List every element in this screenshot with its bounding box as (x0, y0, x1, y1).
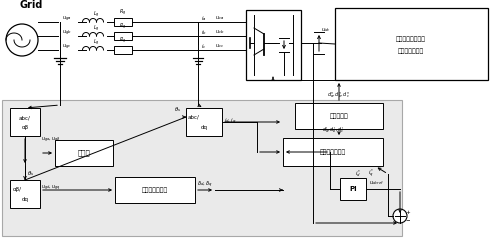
FancyBboxPatch shape (295, 103, 383, 129)
Text: $u_{gc}$: $u_{gc}$ (62, 42, 72, 52)
Circle shape (393, 209, 407, 223)
Text: Grid: Grid (19, 0, 42, 10)
Text: abc/: abc/ (188, 114, 200, 120)
Text: dq: dq (201, 126, 208, 130)
Text: 价值函数最小化: 价值函数最小化 (320, 149, 346, 155)
Circle shape (6, 24, 38, 56)
Text: $θ_s$: $θ_s$ (174, 106, 181, 114)
Text: $u_{dc}$: $u_{dc}$ (321, 26, 331, 34)
FancyBboxPatch shape (114, 32, 132, 40)
FancyBboxPatch shape (10, 108, 40, 136)
Text: $d_a'',d_b'',d_c''$: $d_a'',d_b'',d_c''$ (327, 90, 351, 100)
FancyBboxPatch shape (115, 177, 195, 203)
Text: +: + (405, 209, 410, 214)
Text: $u_{dcref}$: $u_{dcref}$ (369, 179, 384, 187)
FancyBboxPatch shape (2, 100, 402, 236)
Text: PI: PI (349, 186, 357, 192)
Text: abc/: abc/ (19, 115, 31, 120)
Text: $d_a',d_b',d_c'$: $d_a',d_b',d_c'$ (322, 125, 344, 135)
FancyBboxPatch shape (283, 138, 383, 166)
Text: $R_g$: $R_g$ (119, 8, 127, 18)
Text: $i_q^*$: $i_q^*$ (368, 168, 374, 180)
Text: −: − (406, 217, 410, 222)
Text: αβ: αβ (22, 126, 29, 130)
Text: $i_c$: $i_c$ (201, 43, 207, 51)
FancyBboxPatch shape (55, 140, 113, 166)
Text: 锁相环: 锁相环 (78, 150, 91, 156)
Text: $i_d,i_q$: $i_d,i_q$ (224, 117, 236, 127)
Text: αβ/: αβ/ (13, 187, 22, 193)
Text: $θ_s$: $θ_s$ (28, 170, 34, 178)
Text: 占空比重构: 占空比重构 (330, 113, 348, 119)
FancyBboxPatch shape (114, 46, 132, 54)
Text: 电机侧变换器及双: 电机侧变换器及双 (396, 36, 426, 42)
Text: $i_b$: $i_b$ (201, 28, 207, 37)
Text: $i_d^*$: $i_d^*$ (355, 169, 361, 179)
Text: 馈发电机等部件: 馈发电机等部件 (398, 48, 424, 54)
Text: $u_{gd},u_{gq}$: $u_{gd},u_{gq}$ (41, 183, 61, 193)
FancyBboxPatch shape (246, 10, 301, 80)
Text: $L_g$: $L_g$ (92, 24, 99, 34)
FancyBboxPatch shape (114, 18, 132, 26)
FancyBboxPatch shape (10, 180, 40, 208)
Text: $u_{gα},u_{gβ}$: $u_{gα},u_{gβ}$ (41, 135, 61, 145)
Text: $i_a$: $i_a$ (201, 14, 207, 23)
Text: 电流变化率计算: 电流变化率计算 (142, 187, 168, 193)
FancyBboxPatch shape (340, 178, 366, 200)
Text: $u_{cb}$: $u_{cb}$ (215, 28, 224, 36)
Text: $u_{ca}$: $u_{ca}$ (215, 14, 224, 22)
Text: $R_g$: $R_g$ (119, 36, 127, 46)
Text: $R_g$: $R_g$ (119, 22, 127, 32)
Text: dq: dq (22, 198, 29, 202)
FancyBboxPatch shape (335, 8, 488, 80)
Text: $u_{ga}$: $u_{ga}$ (62, 14, 72, 24)
Text: $u_{cc}$: $u_{cc}$ (215, 42, 224, 50)
Text: $L_g$: $L_g$ (92, 10, 99, 20)
Text: $u_{gb}$: $u_{gb}$ (62, 28, 72, 38)
Text: $L_g$: $L_g$ (92, 38, 99, 48)
FancyBboxPatch shape (186, 108, 222, 136)
Text: $δ_d,δ_q$: $δ_d,δ_q$ (197, 180, 213, 190)
